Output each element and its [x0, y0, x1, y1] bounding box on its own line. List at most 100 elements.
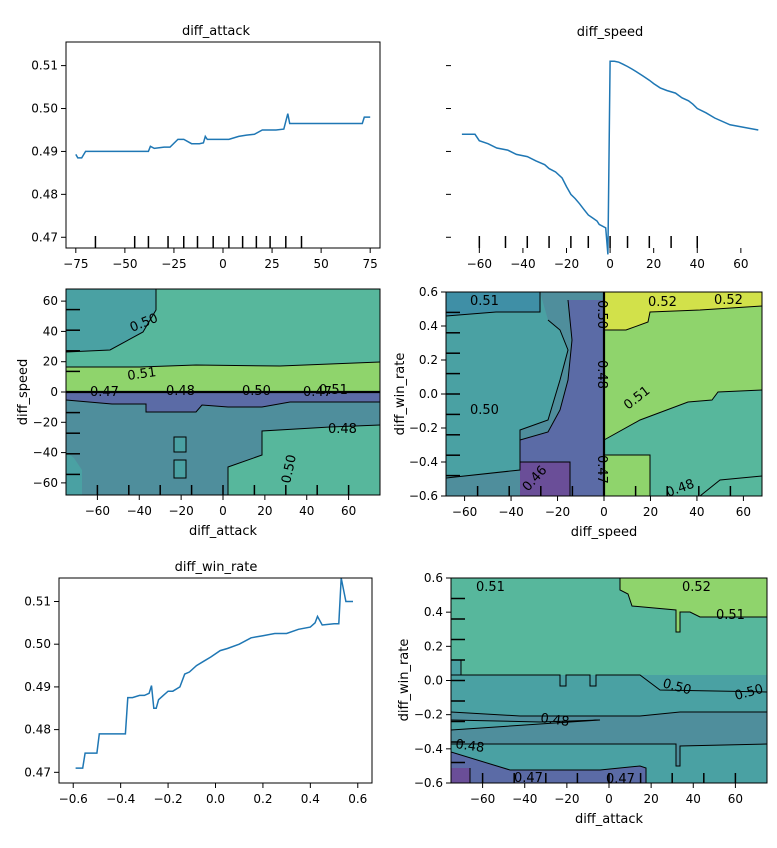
y-tick-label: −0.2: [409, 421, 438, 435]
x-tick-label: −20: [545, 505, 570, 519]
partial-dependence-line: [75, 113, 371, 159]
contour-label: 0.51: [319, 383, 348, 398]
x-tick-label: 40: [686, 792, 701, 806]
partial-dependence-line: [461, 60, 759, 255]
y-tick-group: −0.6 −0.4 −0.2 0.0 0.2 0.4 0.6: [414, 571, 451, 790]
x-tick-group: −60 −40 −20 0 20 40 60: [467, 248, 748, 271]
y-tick-label: −0.4: [409, 455, 438, 469]
contour-label: 0.50: [594, 300, 609, 329]
y-tick-label: 0.4: [419, 319, 438, 333]
x-tick-label: −40: [498, 505, 523, 519]
y-tick-group: −0.6 −0.4 −0.2 0.0 0.2 0.4 0.6: [409, 285, 446, 503]
x-tick-label: 40: [689, 505, 704, 519]
y-tick-group: −60 −40 −20 0 20 40 60: [33, 294, 66, 490]
axes-frame: [65, 41, 381, 249]
x-tick-label: 0.4: [301, 792, 320, 806]
x-tick-label: −0.2: [154, 792, 183, 806]
y-tick-label: 0.2: [419, 353, 438, 367]
x-tick-label: 0: [219, 257, 227, 271]
contour-label: 0.51: [476, 580, 505, 595]
x-tick-label: 20: [646, 257, 661, 271]
y-tick-label: 0.0: [419, 387, 438, 401]
rug-marks-y: [446, 311, 460, 477]
x-tick-label: −25: [161, 257, 186, 271]
y-tick-label: −20: [33, 415, 58, 429]
y-axis-label: diff_win_rate: [397, 639, 412, 722]
contour-label: 0.50: [661, 676, 693, 698]
x-tick-group: −0.6 −0.4 −0.2 0.0 0.2 0.4 0.6: [59, 783, 367, 806]
panel-contour-speed-winrate: 0.51 0.52 0.52 0.50 0.48 0.50 0.51 0.47 …: [393, 285, 763, 540]
x-tick-label: −50: [112, 257, 137, 271]
x-tick-group: −60 −40 −20 0 20 40 60: [470, 783, 743, 806]
x-tick-label: 50: [313, 257, 328, 271]
contour-label: 0.47: [606, 772, 635, 787]
x-tick-label: −60: [452, 505, 477, 519]
contour-label: 0.51: [470, 294, 499, 309]
contour-label: 0.52: [682, 580, 711, 595]
contour-label: 0.50: [279, 453, 300, 484]
contour-label: 0.48: [539, 711, 570, 730]
y-tick-label: 0.0: [424, 674, 443, 688]
contour-label: 0.48: [166, 384, 195, 399]
y-tick-label: 0.50: [24, 637, 51, 651]
y-tick-label: 0.48: [31, 187, 58, 201]
axes-frame: [450, 577, 768, 784]
x-axis-label: diff_attack: [575, 812, 644, 827]
x-tick-label: −60: [470, 792, 495, 806]
x-tick-label: −60: [85, 504, 110, 518]
y-tick-label: 0.49: [31, 144, 58, 158]
y-tick-label: −0.6: [409, 489, 438, 503]
contour-fill: [451, 578, 767, 783]
panel-diff-attack: diff_attack −75 −50 −25 0 25 50 75 0.470.480.4…: [31, 24, 381, 271]
contour-label-group: 0.50 0.51 0.47 0.48 0.50 0.47 0.51 0.48 …: [90, 311, 357, 485]
x-tick-label: −20: [554, 257, 579, 271]
panel-diff-win-rate: diff_win_rate −0.6 −0.4 −0.2 0.0 0.2 0.4 0.6 0…: [24, 560, 373, 806]
x-tick-label: 75: [363, 257, 378, 271]
rug-marks-x: [96, 485, 350, 495]
x-tick-label: 20: [257, 504, 272, 518]
axes-frame: [445, 291, 763, 497]
x-tick-label: −0.4: [106, 792, 135, 806]
contour-label: 0.51: [126, 365, 157, 384]
contour-label: 0.47: [514, 771, 543, 786]
x-axis-label: diff_speed: [571, 525, 638, 540]
x-tick-label: 25: [264, 257, 279, 271]
y-tick-label: −60: [33, 476, 58, 490]
contour-label: 0.47: [303, 385, 332, 400]
x-tick-label: −40: [127, 504, 152, 518]
x-tick-label: 0: [605, 792, 613, 806]
x-tick-label: −0.6: [59, 792, 88, 806]
y-tick-label: 40: [43, 324, 58, 338]
y-tick-label: 0.51: [31, 59, 58, 73]
y-tick-group: [446, 65, 451, 238]
rug-marks-x: [476, 486, 732, 496]
y-tick-label: −0.4: [414, 742, 443, 756]
x-tick-label: 60: [733, 257, 748, 271]
rug-marks-y: [451, 597, 465, 764]
contour-lines: [451, 578, 767, 783]
panel-contour-attack-winrate: 0.51 0.52 0.51 0.50 0.50 0.48 0.48 0.47 …: [397, 571, 768, 827]
x-tick-label: 0.0: [206, 792, 225, 806]
axes-frame: [65, 288, 381, 496]
contour-label: 0.48: [594, 360, 609, 389]
y-tick-label: 0.48: [24, 723, 51, 737]
contour-label: 0.47: [594, 455, 609, 484]
y-tick-label: 0.6: [419, 285, 438, 299]
contour-label: 0.52: [648, 295, 677, 310]
x-tick-label: −20: [554, 792, 579, 806]
panel-diff-speed: diff_speed −60 −40 −20 0 20 40 60: [446, 25, 759, 271]
x-tick-group: −60 −40 −20 0 20 40 60: [85, 495, 356, 518]
contour-label: 0.50: [733, 682, 765, 704]
y-tick-group: 0.47 0.48 0.49 0.50 0.51: [31, 59, 66, 244]
x-tick-label: 0.2: [253, 792, 272, 806]
y-tick-label: 0.51: [24, 594, 51, 608]
y-axis-label: diff_win_rate: [393, 353, 408, 436]
y-tick-label: 0.2: [424, 639, 443, 653]
y-axis-label: diff_speed: [16, 359, 31, 426]
y-tick-label: 0.47: [24, 765, 51, 779]
x-tick-label: 0.6: [348, 792, 367, 806]
panel-title: diff_speed: [577, 25, 644, 40]
x-tick-label: 0: [219, 504, 227, 518]
x-tick-label: 60: [736, 505, 751, 519]
